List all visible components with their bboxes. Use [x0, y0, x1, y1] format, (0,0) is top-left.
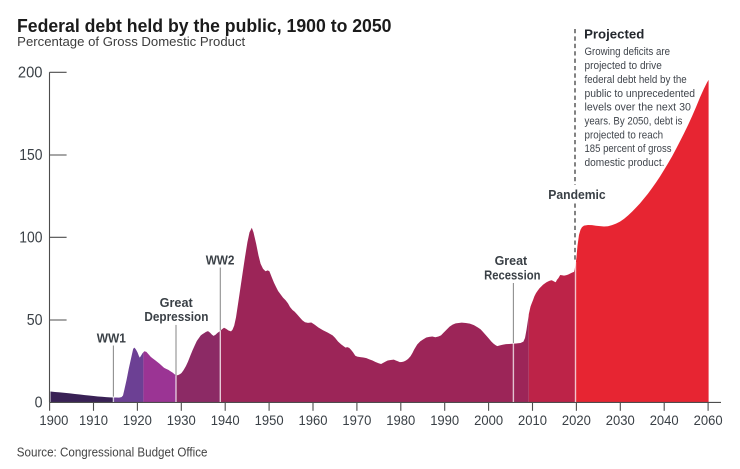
svg-text:Great: Great — [160, 296, 194, 310]
svg-text:years. By 2050, debt is: years. By 2050, debt is — [585, 116, 683, 128]
svg-text:domestic product.: domestic product. — [585, 157, 665, 169]
svg-text:Percentage of Gross Domestic P: Percentage of Gross Domestic Product — [17, 34, 245, 49]
svg-text:100: 100 — [19, 230, 42, 247]
svg-text:2020: 2020 — [562, 412, 591, 428]
svg-text:projected to drive: projected to drive — [585, 60, 662, 72]
svg-text:1970: 1970 — [342, 412, 371, 428]
svg-text:public to unprecedented: public to unprecedented — [585, 88, 696, 100]
svg-text:levels over the next 30: levels over the next 30 — [585, 102, 692, 114]
svg-text:1920: 1920 — [123, 412, 152, 428]
svg-text:1960: 1960 — [299, 412, 328, 428]
svg-text:Source: Congressional Budget O: Source: Congressional Budget Office — [17, 445, 208, 460]
svg-text:federal debt held by the: federal debt held by the — [585, 74, 687, 86]
svg-text:2000: 2000 — [474, 412, 503, 428]
svg-text:0: 0 — [35, 395, 43, 412]
svg-text:Recession: Recession — [484, 268, 540, 282]
svg-text:2010: 2010 — [518, 412, 547, 428]
svg-text:150: 150 — [19, 147, 42, 164]
svg-text:1990: 1990 — [430, 412, 459, 428]
svg-text:2040: 2040 — [650, 412, 679, 428]
svg-text:WW1: WW1 — [97, 330, 127, 345]
svg-text:1930: 1930 — [167, 412, 196, 428]
svg-text:1940: 1940 — [211, 412, 240, 428]
svg-text:1980: 1980 — [386, 412, 415, 428]
svg-text:2060: 2060 — [694, 412, 723, 428]
svg-text:Depression: Depression — [144, 310, 208, 324]
svg-text:50: 50 — [27, 312, 43, 329]
svg-text:1950: 1950 — [255, 412, 284, 428]
svg-text:Pandemic: Pandemic — [548, 187, 605, 202]
svg-text:200: 200 — [18, 65, 43, 82]
svg-text:WW2: WW2 — [206, 253, 235, 268]
svg-text:2030: 2030 — [606, 412, 635, 428]
svg-text:1910: 1910 — [79, 412, 108, 428]
svg-text:Projected: Projected — [584, 28, 644, 42]
svg-text:projected to reach: projected to reach — [585, 129, 664, 141]
svg-text:Federal debt held by the publi: Federal debt held by the public, 1900 to… — [17, 16, 392, 36]
svg-text:185 percent of gross: 185 percent of gross — [585, 143, 672, 155]
svg-text:1900: 1900 — [39, 412, 68, 428]
svg-text:Growing deficits are: Growing deficits are — [585, 46, 671, 58]
svg-text:Great: Great — [495, 254, 528, 268]
